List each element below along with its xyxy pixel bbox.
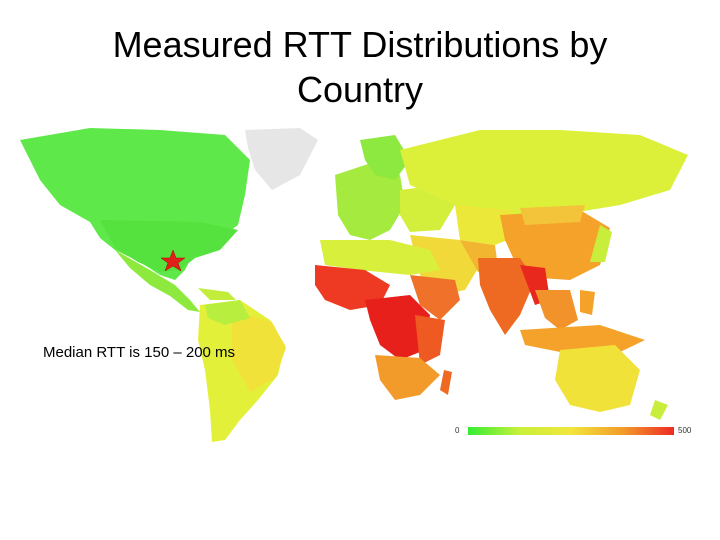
region-china xyxy=(500,210,610,280)
region-new-zealand xyxy=(650,400,668,420)
region-west-africa xyxy=(315,265,390,310)
slide-title: Measured RTT Distributions by Country xyxy=(112,24,608,110)
region-north-africa xyxy=(320,240,440,275)
region-venezuela xyxy=(205,300,250,325)
region-scandinavia xyxy=(360,135,410,180)
origin-star-marker xyxy=(160,249,186,272)
region-japan xyxy=(590,225,612,262)
region-mongolia xyxy=(520,205,585,225)
region-philippines xyxy=(580,290,595,315)
region-australia xyxy=(555,345,640,412)
region-russia xyxy=(400,130,688,215)
region-usa xyxy=(100,220,238,272)
legend-gradient-bar xyxy=(468,427,674,435)
region-mexico xyxy=(115,250,200,312)
region-greenland xyxy=(245,128,318,190)
region-southern-africa xyxy=(375,355,440,400)
region-se-asia xyxy=(535,290,578,330)
region-brazil xyxy=(232,310,286,392)
median-rtt-callout: Median RTT is 150 – 200 ms xyxy=(43,344,236,361)
legend-max-label: 500 xyxy=(678,426,692,435)
region-east-africa xyxy=(415,315,445,365)
region-caribbean xyxy=(198,288,236,300)
region-madagascar xyxy=(440,370,452,395)
region-horn-africa xyxy=(410,275,460,320)
region-india xyxy=(478,258,535,335)
region-indonesia xyxy=(520,325,645,352)
region-central-africa xyxy=(365,295,430,360)
legend-min-label: 0 xyxy=(455,426,460,435)
region-europe-west xyxy=(335,160,405,240)
